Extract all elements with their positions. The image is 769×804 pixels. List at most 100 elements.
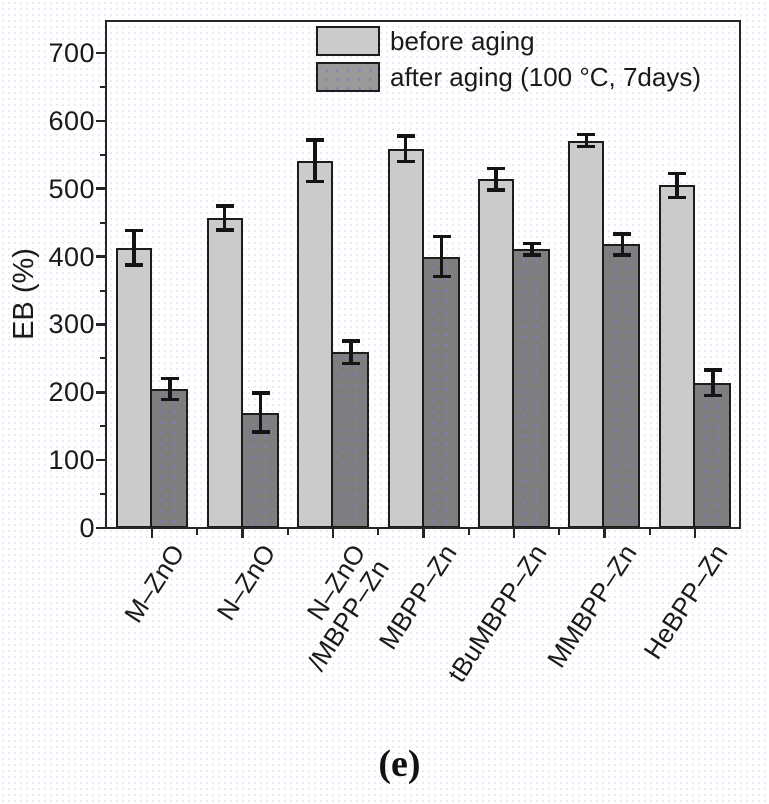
y-major-tick bbox=[96, 255, 105, 258]
y-minor-tick bbox=[99, 85, 105, 88]
error-bar-cap-bottom bbox=[161, 397, 180, 402]
legend-item-before-aging: before aging bbox=[316, 26, 701, 56]
error-bar bbox=[667, 171, 686, 200]
y-tick-label: 100 bbox=[48, 445, 95, 476]
error-bar-stem bbox=[258, 392, 263, 433]
legend-label-before-aging: before aging bbox=[390, 26, 535, 56]
error-bar-cap-bottom bbox=[667, 195, 686, 200]
bar-before-aging bbox=[658, 185, 695, 528]
y-major-tick bbox=[96, 458, 105, 462]
error-bar-stem bbox=[168, 378, 172, 400]
y-axis-title: EB (%) bbox=[8, 248, 40, 340]
error-bar bbox=[215, 204, 234, 232]
error-bar-stem bbox=[132, 230, 136, 266]
error-bar bbox=[161, 376, 180, 402]
bar-after-aging bbox=[421, 256, 460, 528]
error-bar bbox=[432, 234, 451, 279]
x-minor-tick bbox=[377, 529, 380, 535]
bar-before-aging bbox=[477, 179, 514, 528]
error-bar-stem bbox=[349, 340, 353, 364]
y-tick-label: 300 bbox=[48, 309, 95, 340]
legend-swatch-before-aging bbox=[316, 26, 380, 56]
y-minor-tick bbox=[99, 289, 105, 292]
error-bar-cap-bottom bbox=[342, 361, 361, 366]
error-bar-stem bbox=[530, 243, 534, 256]
y-tick-label: 0 bbox=[79, 513, 95, 543]
x-major-tick bbox=[512, 529, 516, 538]
y-major-tick bbox=[96, 323, 105, 326]
y-minor-tick bbox=[99, 493, 105, 496]
error-bar bbox=[306, 138, 325, 184]
y-tick-label: 700 bbox=[48, 38, 95, 68]
legend-item-after-aging: after aging (100 °C, 7days) bbox=[316, 62, 701, 92]
error-bar-cap-bottom bbox=[577, 144, 596, 149]
y-major-tick bbox=[96, 526, 105, 530]
y-minor-tick bbox=[99, 221, 105, 224]
error-bar-stem bbox=[222, 205, 227, 231]
error-bar-stem bbox=[313, 139, 317, 182]
error-bar-cap-bottom bbox=[306, 179, 325, 184]
y-tick-label: 600 bbox=[48, 105, 95, 136]
bar-after-aging bbox=[692, 382, 731, 528]
error-bar bbox=[522, 241, 541, 257]
error-bar bbox=[125, 228, 144, 267]
y-tick-label: 400 bbox=[48, 241, 95, 272]
x-major-tick bbox=[603, 529, 606, 538]
error-bar-stem bbox=[439, 236, 444, 277]
y-major-tick bbox=[96, 119, 105, 123]
error-bar bbox=[577, 132, 596, 149]
x-major-tick bbox=[422, 529, 425, 538]
error-bar-cap-bottom bbox=[703, 393, 722, 398]
error-bar-cap-bottom bbox=[125, 263, 144, 267]
x-major-tick bbox=[241, 529, 244, 538]
bar-after-aging bbox=[150, 388, 189, 528]
bar-before-aging bbox=[387, 148, 424, 528]
legend-label-after-aging: after aging (100 °C, 7days) bbox=[390, 62, 702, 92]
error-bar bbox=[703, 368, 722, 398]
error-bar bbox=[342, 339, 361, 366]
x-minor-tick bbox=[558, 529, 561, 535]
bar-before-aging bbox=[297, 160, 334, 528]
error-bar-stem bbox=[711, 369, 715, 396]
error-bar-stem bbox=[584, 134, 589, 147]
x-major-tick bbox=[150, 529, 154, 538]
error-bar-cap-bottom bbox=[396, 159, 415, 164]
error-bar-cap-bottom bbox=[486, 188, 505, 192]
y-major-tick bbox=[96, 187, 105, 190]
x-minor-tick bbox=[196, 529, 199, 535]
y-tick-label: 500 bbox=[48, 173, 95, 204]
y-major-tick bbox=[96, 51, 105, 55]
error-bar-cap-bottom bbox=[613, 253, 632, 257]
error-bar-cap-bottom bbox=[251, 430, 270, 434]
legend-swatch-after-aging bbox=[316, 62, 380, 92]
bar-after-aging bbox=[511, 249, 550, 528]
error-bar-stem bbox=[403, 135, 408, 162]
error-bar-cap-bottom bbox=[522, 253, 541, 257]
error-bar bbox=[251, 391, 270, 434]
error-bar bbox=[613, 232, 632, 257]
y-major-tick bbox=[96, 391, 105, 394]
x-minor-tick bbox=[286, 529, 289, 535]
x-major-tick bbox=[693, 529, 697, 538]
error-bar-stem bbox=[620, 233, 625, 256]
bar-after-aging bbox=[331, 352, 370, 528]
error-bar bbox=[486, 166, 505, 192]
y-minor-tick bbox=[99, 153, 105, 156]
x-minor-tick bbox=[648, 529, 651, 535]
error-bar-stem bbox=[494, 168, 498, 191]
y-tick-label: 200 bbox=[48, 377, 95, 408]
x-major-tick bbox=[331, 529, 335, 538]
error-bar bbox=[396, 134, 415, 164]
bar-before-aging bbox=[116, 247, 153, 528]
error-bar-stem bbox=[675, 173, 679, 198]
bar-before-aging bbox=[568, 140, 605, 528]
legend: before aging after aging (100 °C, 7days) bbox=[316, 26, 701, 98]
error-bar-cap-bottom bbox=[432, 274, 451, 279]
bar-after-aging bbox=[602, 244, 641, 528]
bar-before-aging bbox=[206, 217, 243, 528]
figure-caption: (e) bbox=[378, 743, 421, 785]
x-minor-tick bbox=[467, 529, 470, 535]
y-minor-tick bbox=[99, 357, 105, 360]
error-bar-cap-bottom bbox=[215, 228, 234, 232]
